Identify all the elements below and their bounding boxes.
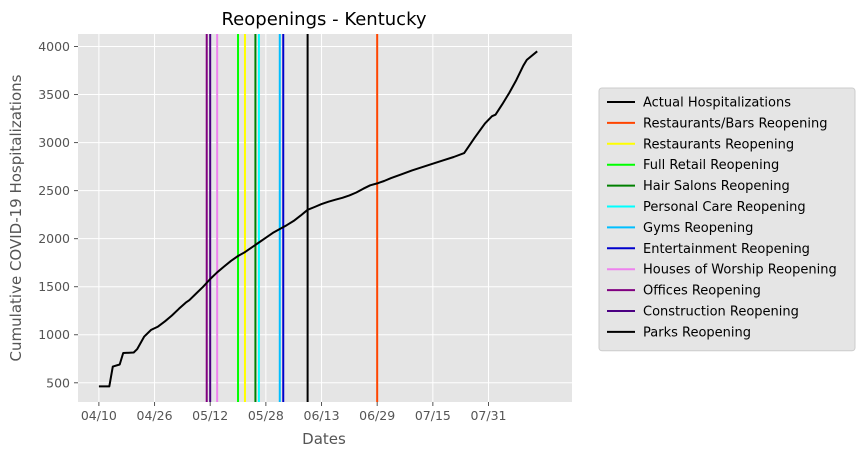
legend-entry: Entertainment Reopening xyxy=(643,242,810,257)
legend-entry: Restaurants Reopening xyxy=(643,137,794,152)
y-tick-label: 3000 xyxy=(38,135,70,150)
x-tick-label: 07/31 xyxy=(470,408,506,423)
legend-entry: Construction Reopening xyxy=(643,305,799,320)
legend-entry: Personal Care Reopening xyxy=(643,200,806,215)
x-axis-ticks: 04/10 04/26 05/12 05/28 06/13 06/29 07/15 07/31 xyxy=(81,402,507,423)
plot-area xyxy=(78,34,572,402)
legend-entry: Full Retail Reopening xyxy=(643,158,779,173)
reopening-lines xyxy=(205,34,379,402)
y-tick-label: 4000 xyxy=(38,39,70,54)
y-tick-label: 1000 xyxy=(38,327,70,342)
x-tick-label: 05/12 xyxy=(192,408,228,423)
legend-box xyxy=(598,87,856,352)
y-tick-label: 500 xyxy=(46,375,70,390)
y-axis-label: Cumulative COVID-19 Hospitalizations xyxy=(7,74,25,361)
legend-entry: Parks Reopening xyxy=(643,325,751,340)
series-layer xyxy=(98,50,538,388)
y-tick-label: 2000 xyxy=(38,231,70,246)
y-tick-label: 3500 xyxy=(38,87,70,102)
legend-entry: Gyms Reopening xyxy=(643,221,753,236)
x-tick-label: 04/10 xyxy=(81,408,117,423)
legend-entry: Houses of Worship Reopening xyxy=(643,263,837,278)
chart-title: Reopenings - Kentucky xyxy=(221,9,426,30)
x-tick-label: 06/29 xyxy=(359,408,395,423)
x-tick-label: 06/13 xyxy=(304,408,340,423)
y-axis-ticks: 500 1000 1500 2000 2500 3000 3500 4000 xyxy=(38,39,78,390)
legend-entry: Restaurants/Bars Reopening xyxy=(643,116,827,131)
x-tick-label: 07/15 xyxy=(415,408,451,423)
x-tick-label: 05/28 xyxy=(248,408,284,423)
legend-entry: Hair Salons Reopening xyxy=(643,179,790,194)
y-tick-label: 2500 xyxy=(38,183,70,198)
x-axis-label: Dates xyxy=(302,430,346,448)
legend-entry: Offices Reopening xyxy=(643,284,761,299)
legend-entry: Actual Hospitalizations xyxy=(643,96,791,111)
legend: Actual Hospitalizations Restaurants/Bars … xyxy=(598,87,856,352)
series-line-actual-hospitalizations xyxy=(98,50,538,388)
y-tick-label: 1500 xyxy=(38,279,70,294)
x-tick-label: 04/26 xyxy=(137,408,173,423)
